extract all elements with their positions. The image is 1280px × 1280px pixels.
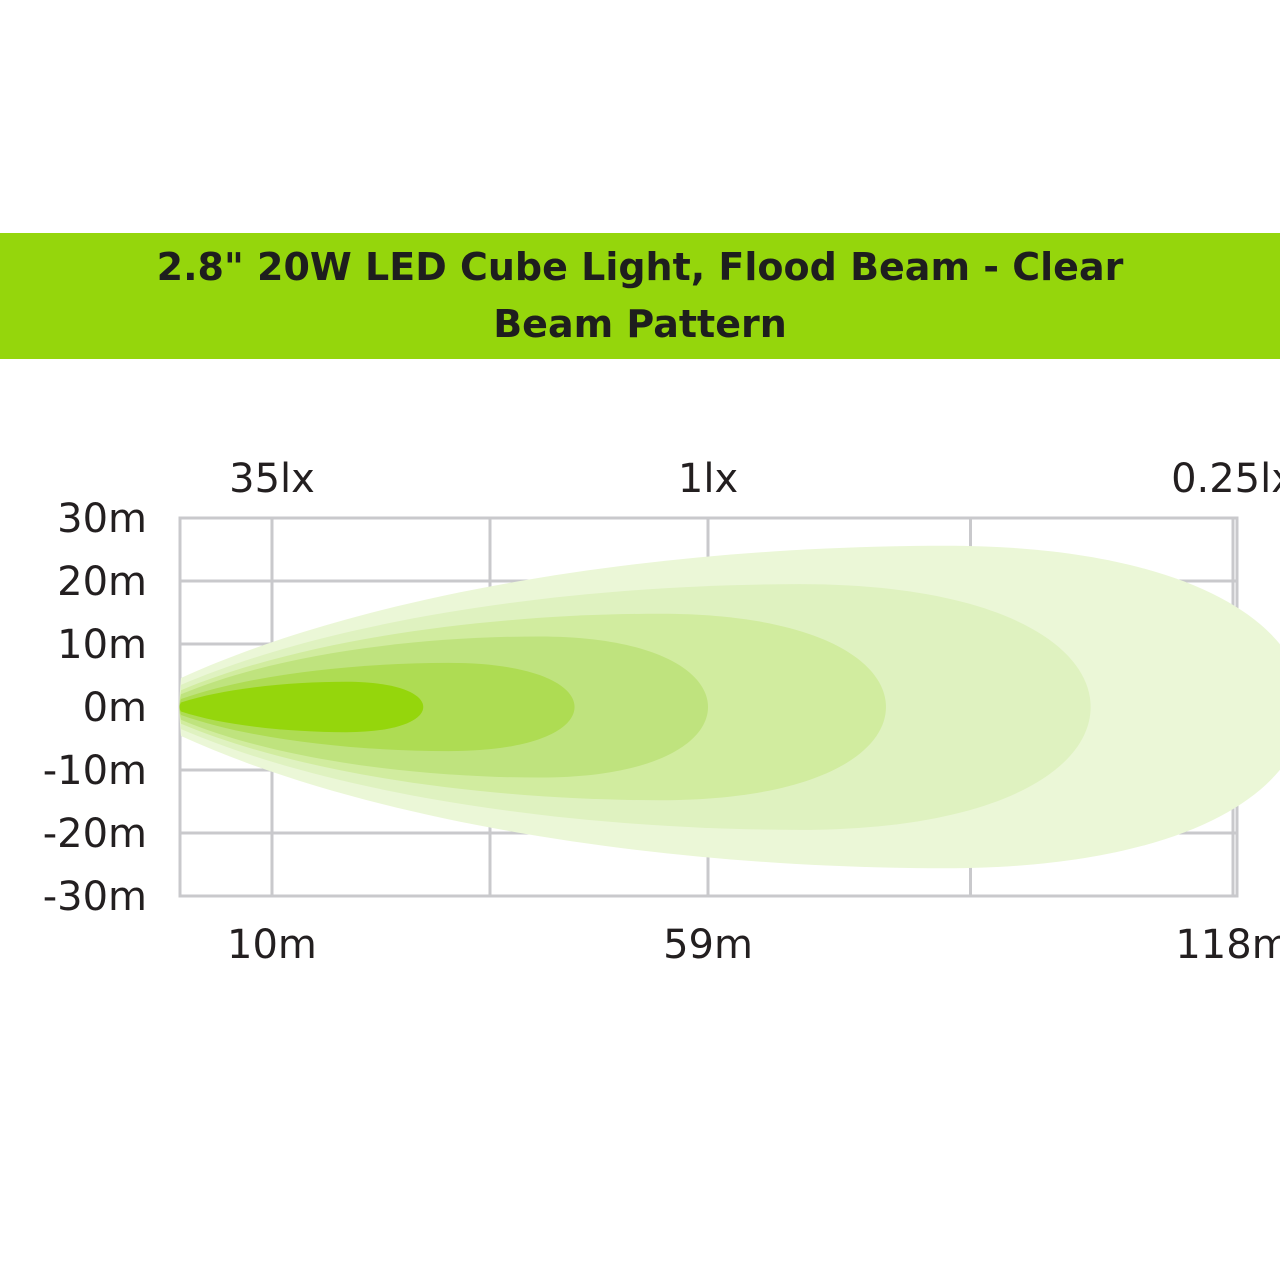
chart-title-line-2: Beam Pattern xyxy=(493,302,787,346)
lux-label: 1lx xyxy=(678,456,738,502)
axis-labels: 35lx 1lx 0.25lx 10m 59m 118m 30m 20m 10m 0m -10m -2… xyxy=(43,456,1280,968)
title-band: 2.8" 20W LED Cube Light, Flood Beam - Cl… xyxy=(0,233,1280,359)
x-tick-label: 118m xyxy=(1175,922,1280,968)
y-tick-label: 0m xyxy=(83,685,147,731)
y-tick-label: -30m xyxy=(43,874,147,920)
lux-label: 35lx xyxy=(229,456,315,502)
x-tick-label: 59m xyxy=(663,922,753,968)
y-tick-label: 20m xyxy=(57,559,147,605)
beam-contours xyxy=(179,545,1280,869)
y-tick-label: -20m xyxy=(43,811,147,857)
beam-contour-6 xyxy=(179,681,424,733)
y-tick-label: -10m xyxy=(43,748,147,794)
x-tick-label: 10m xyxy=(227,922,317,968)
chart-title-line-1: 2.8" 20W LED Cube Light, Flood Beam - Cl… xyxy=(156,245,1124,289)
lux-label: 0.25lx xyxy=(1171,456,1280,502)
y-tick-label: 30m xyxy=(57,496,147,542)
y-tick-label: 10m xyxy=(57,622,147,668)
